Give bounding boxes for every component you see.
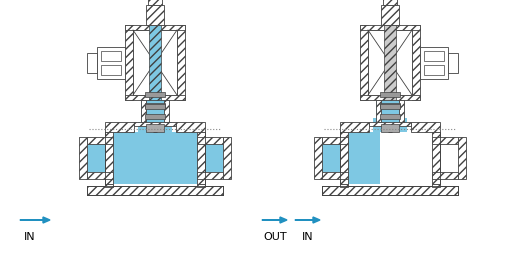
Bar xyxy=(113,132,197,184)
Bar xyxy=(322,186,458,195)
Bar xyxy=(164,100,169,122)
Bar xyxy=(133,30,177,95)
Bar xyxy=(138,122,172,132)
Bar xyxy=(360,25,420,30)
Bar xyxy=(97,46,125,79)
Bar xyxy=(146,124,164,132)
Bar xyxy=(383,0,397,5)
Bar xyxy=(197,137,223,144)
Bar xyxy=(145,104,165,109)
Bar xyxy=(360,25,368,100)
Bar xyxy=(424,65,444,75)
Bar xyxy=(432,172,458,179)
Bar xyxy=(381,124,399,132)
Text: IN: IN xyxy=(24,232,36,242)
Bar xyxy=(384,25,396,100)
Bar xyxy=(125,25,185,30)
Bar xyxy=(101,65,121,75)
Bar xyxy=(141,100,169,122)
Bar xyxy=(380,92,400,97)
Bar xyxy=(380,104,400,109)
Bar xyxy=(432,184,440,187)
Bar xyxy=(448,52,458,73)
Bar xyxy=(340,184,348,187)
Bar xyxy=(105,132,113,184)
Bar xyxy=(381,5,399,25)
Bar xyxy=(176,122,205,132)
Bar xyxy=(197,172,223,179)
FancyArrow shape xyxy=(295,217,320,223)
Bar xyxy=(369,122,411,126)
Bar xyxy=(340,132,348,184)
FancyArrow shape xyxy=(20,217,50,223)
Bar xyxy=(105,184,113,187)
Bar xyxy=(148,0,162,5)
Bar xyxy=(101,50,121,60)
Bar xyxy=(197,144,223,172)
Bar xyxy=(87,186,223,195)
Bar xyxy=(373,118,407,132)
Bar xyxy=(399,100,404,122)
Bar xyxy=(149,25,161,100)
Bar xyxy=(149,25,161,122)
Bar xyxy=(145,114,165,119)
Bar xyxy=(458,137,466,179)
FancyArrow shape xyxy=(262,217,287,223)
Bar xyxy=(79,137,87,179)
Bar xyxy=(376,100,404,114)
Bar xyxy=(340,122,369,132)
Bar xyxy=(314,137,322,179)
Bar xyxy=(380,114,400,119)
Bar xyxy=(134,122,176,126)
Bar xyxy=(145,103,165,108)
Bar xyxy=(125,25,133,100)
Bar xyxy=(424,50,444,60)
Bar xyxy=(146,5,164,25)
Bar xyxy=(197,132,205,184)
Bar xyxy=(177,25,185,100)
Text: OUT: OUT xyxy=(263,232,287,242)
Bar xyxy=(432,137,458,144)
Bar xyxy=(322,137,348,144)
Bar xyxy=(197,184,205,187)
Bar xyxy=(125,95,185,100)
Bar xyxy=(145,92,165,97)
Bar xyxy=(87,172,113,179)
Bar xyxy=(87,52,97,73)
Bar xyxy=(105,122,134,132)
Bar xyxy=(322,172,348,179)
Bar xyxy=(376,100,381,122)
Bar xyxy=(348,132,380,184)
Bar xyxy=(87,137,113,144)
Bar xyxy=(360,95,420,100)
Bar xyxy=(432,132,440,184)
Bar xyxy=(411,122,440,132)
Bar xyxy=(87,144,113,172)
Bar xyxy=(368,30,412,95)
Bar xyxy=(380,103,400,108)
Bar xyxy=(223,137,231,179)
Bar xyxy=(322,144,368,172)
Bar xyxy=(141,100,146,122)
Bar xyxy=(412,25,420,100)
Text: IN: IN xyxy=(302,232,314,242)
Bar xyxy=(420,46,448,79)
